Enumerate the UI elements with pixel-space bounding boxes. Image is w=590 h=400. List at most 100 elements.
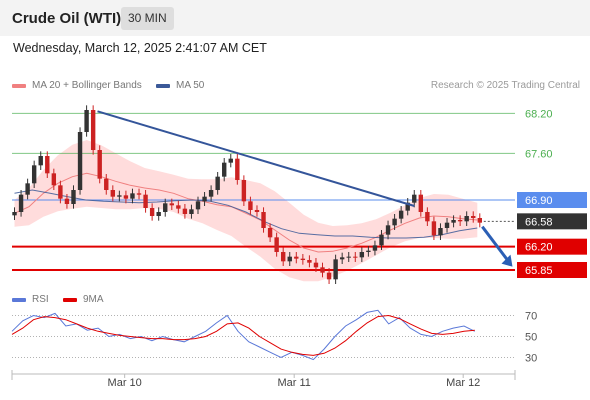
candle-body xyxy=(31,165,37,184)
level-labels: 68.20 67.60 66.90 66.58 66.20 65.85 xyxy=(517,108,587,278)
level-label-bg-66.58 xyxy=(517,213,587,230)
timeframe-badge[interactable]: 30 MIN xyxy=(121,7,174,30)
rsi-ma-swatch xyxy=(63,297,77,302)
legend-ma20: MA 20 + Bollinger Bands xyxy=(12,80,142,91)
candle-body xyxy=(333,259,338,280)
candle-body xyxy=(90,110,96,150)
candle-body xyxy=(182,208,188,214)
candle-body xyxy=(353,256,358,258)
candle-body xyxy=(405,202,410,211)
x-tick-label: Mar 10 xyxy=(108,377,142,389)
candle-body xyxy=(110,190,116,197)
descending-trendline xyxy=(97,110,415,207)
ma20-line xyxy=(14,172,478,253)
candle-body xyxy=(163,203,168,212)
rsi-swatch xyxy=(12,297,26,302)
level-label-bg-66.90 xyxy=(517,192,587,208)
level-label-68.20: 68.20 xyxy=(525,108,553,120)
ma50-line xyxy=(14,189,478,239)
candle-body xyxy=(451,220,456,223)
legend-rsi-ma-label: 9MA xyxy=(83,294,104,305)
candle-body xyxy=(267,228,273,238)
candle-body xyxy=(313,262,319,268)
level-label-bg-66.20 xyxy=(517,238,587,255)
candle-body xyxy=(471,216,476,218)
candle-body xyxy=(418,194,424,212)
time-axis: Mar 10 Mar 11 Mar 12 xyxy=(11,370,516,389)
candle-body xyxy=(412,194,417,203)
candle-body xyxy=(294,256,299,259)
candle-body xyxy=(235,158,240,180)
candle-body xyxy=(71,190,76,204)
legend-ma50: MA 50 xyxy=(156,80,204,91)
candle-body xyxy=(346,256,351,258)
forecast-arrow xyxy=(481,225,513,267)
rsi-panel: 70 50 30 xyxy=(11,309,537,365)
level-label-66.58: 66.58 xyxy=(525,216,553,228)
candle-body xyxy=(222,162,227,177)
rsi-tick-30: 30 xyxy=(525,353,537,365)
level-label-67.60: 67.60 xyxy=(525,148,553,160)
candle-body xyxy=(25,183,30,195)
candle-body xyxy=(392,218,397,226)
trendline xyxy=(97,110,415,207)
x-tick-label: Mar 12 xyxy=(446,377,480,389)
candle-body xyxy=(18,194,24,212)
candle-body xyxy=(156,212,161,216)
candle-body xyxy=(97,150,102,179)
candle-body xyxy=(195,201,201,210)
candle-body xyxy=(12,212,17,216)
candle-body xyxy=(254,210,260,212)
candle-body xyxy=(359,252,365,258)
candle-body xyxy=(176,205,181,209)
candle-body xyxy=(202,196,207,202)
candle-body xyxy=(438,228,443,236)
candle-body xyxy=(51,173,57,186)
rsi-tick-70: 70 xyxy=(525,311,537,323)
candle-body xyxy=(261,212,266,228)
candle-body xyxy=(104,178,109,190)
candle-body xyxy=(143,194,148,208)
candle-body xyxy=(77,132,83,190)
instrument-title: Crude Oil (WTI) xyxy=(12,10,122,27)
price-levels xyxy=(12,112,515,271)
candle-body xyxy=(123,195,129,199)
candle-body xyxy=(169,203,174,206)
candle-body xyxy=(457,220,463,222)
candle-body xyxy=(444,222,450,228)
candle-body xyxy=(366,250,371,252)
forecast-arrow-shaft xyxy=(481,225,511,264)
candle-body xyxy=(58,185,63,199)
price-series xyxy=(12,105,482,284)
candle-body xyxy=(320,267,325,273)
x-tick-label: Mar 11 xyxy=(277,377,310,389)
timestamp: Wednesday, March 12, 2025 2:41:07 AM CET xyxy=(13,41,267,55)
candle-body xyxy=(326,272,332,280)
legend-rsi-ma: 9MA xyxy=(63,294,104,305)
legend-ma20-label: MA 20 + Bollinger Bands xyxy=(32,80,142,91)
candle-body xyxy=(280,252,286,262)
candle-body xyxy=(228,158,233,163)
candle-body xyxy=(248,201,253,210)
candle-body xyxy=(339,257,345,260)
candle-body xyxy=(287,256,292,262)
candle-body xyxy=(464,216,469,222)
level-label-65.85: 65.85 xyxy=(525,265,553,277)
candle-body xyxy=(38,156,43,166)
candle-body xyxy=(136,193,142,195)
moving-averages xyxy=(14,172,478,253)
candle-body xyxy=(398,210,404,219)
candle-body xyxy=(45,156,50,174)
candle-body xyxy=(149,208,155,216)
rsi-ma-line xyxy=(11,314,475,356)
candle-body xyxy=(431,221,437,236)
watermark: Research © 2025 Trading Central xyxy=(430,80,580,91)
candle-body xyxy=(307,260,312,263)
candle-body xyxy=(372,245,378,251)
candle-body xyxy=(425,212,430,222)
candle-body xyxy=(385,225,391,235)
rsi-line xyxy=(11,309,476,361)
ma50-swatch xyxy=(156,83,170,88)
ma20-swatch xyxy=(12,83,26,88)
